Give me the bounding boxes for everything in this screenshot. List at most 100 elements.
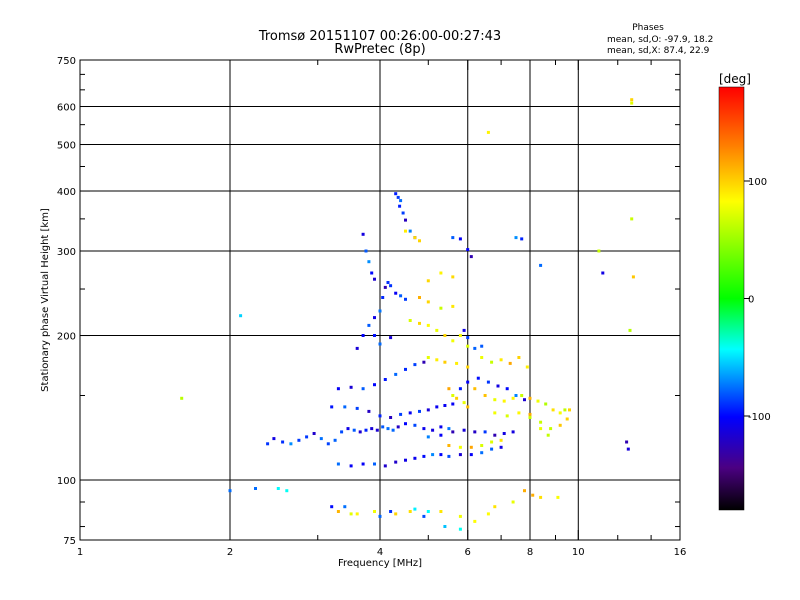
colorbar (718, 86, 745, 511)
data-point (476, 376, 480, 380)
x-tick-label: 4 (377, 547, 383, 558)
data-point (378, 414, 382, 418)
data-point (496, 384, 500, 388)
data-point (451, 339, 455, 343)
data-point (447, 454, 451, 458)
legend-x-stats: mean, sd,X: 87.4, 22.9 (607, 46, 710, 56)
data-point (413, 456, 417, 460)
data-point (396, 425, 400, 429)
data-point (443, 525, 447, 528)
data-point (435, 358, 439, 362)
data-point (466, 344, 470, 348)
x-tick-label: 10 (572, 547, 585, 558)
data-point (439, 271, 443, 275)
data-point (389, 336, 393, 340)
data-point (312, 432, 316, 435)
data-point (326, 442, 330, 446)
data-point (404, 367, 407, 371)
data-point (546, 433, 550, 437)
data-point (399, 294, 403, 298)
data-point (458, 514, 462, 518)
data-point (394, 372, 398, 376)
data-point (383, 464, 387, 468)
data-point (413, 236, 417, 240)
data-point (413, 507, 417, 511)
data-point (426, 356, 430, 359)
data-point (435, 405, 439, 409)
data-point (490, 360, 494, 364)
data-point (394, 291, 398, 295)
data-point (361, 387, 365, 391)
data-point (285, 489, 289, 493)
data-point (480, 356, 484, 359)
y-tick-label: 600 (57, 103, 76, 114)
data-point (480, 344, 484, 348)
data-point (358, 430, 362, 434)
data-point (625, 440, 629, 444)
data-point (426, 408, 430, 412)
data-point (408, 319, 412, 322)
data-point (558, 411, 562, 415)
data-point (511, 396, 515, 400)
data-point (431, 428, 435, 432)
data-point (539, 263, 543, 267)
data-point (483, 394, 487, 397)
x-axis-label: Frequency [MHz] (338, 558, 422, 569)
data-point (480, 451, 484, 455)
data-point (490, 440, 494, 444)
colorbar-tick-label: -100 (748, 412, 771, 423)
data-point (305, 435, 309, 439)
data-point (408, 510, 412, 513)
data-point (370, 427, 374, 431)
data-point (505, 387, 509, 391)
data-point (493, 411, 497, 415)
data-point (330, 505, 334, 509)
data-point (528, 412, 532, 416)
data-point (531, 493, 535, 497)
data-point (343, 505, 347, 509)
data-point (439, 306, 443, 310)
data-point (462, 328, 466, 332)
data-point (381, 425, 385, 429)
data-point (373, 316, 376, 320)
data-point (375, 428, 379, 432)
data-point (462, 428, 466, 432)
data-point (378, 514, 382, 518)
data-point (568, 408, 571, 412)
chart-title: Tromsø 20151107 00:26:00-00:27:43 (258, 29, 501, 44)
data-point (180, 396, 184, 400)
data-point (383, 378, 387, 381)
data-point (626, 447, 630, 451)
data-point (455, 396, 459, 400)
y-tick-label: 300 (57, 247, 76, 258)
data-point (422, 454, 426, 458)
data-point (404, 229, 407, 233)
data-points (180, 98, 635, 531)
x-tick-label: 6 (465, 547, 471, 558)
data-point (336, 462, 340, 466)
data-point (539, 495, 543, 499)
data-point (466, 248, 470, 252)
data-point (289, 442, 293, 446)
data-point (480, 444, 484, 447)
data-point (361, 462, 365, 466)
data-point (398, 204, 402, 208)
data-point (493, 398, 497, 402)
data-point (426, 300, 430, 304)
data-point (418, 239, 421, 243)
data-point (466, 380, 470, 384)
data-point (549, 427, 553, 431)
data-point (458, 237, 462, 241)
data-point (399, 412, 403, 416)
data-point (389, 284, 393, 288)
x-tick-label: 1 (77, 547, 83, 558)
data-point (364, 249, 368, 253)
data-point (373, 277, 376, 281)
data-point (443, 360, 447, 364)
x-tick-label: 2 (227, 547, 233, 558)
data-point (505, 414, 509, 418)
data-point (514, 394, 518, 397)
data-point (439, 433, 443, 437)
data-point (502, 432, 506, 435)
